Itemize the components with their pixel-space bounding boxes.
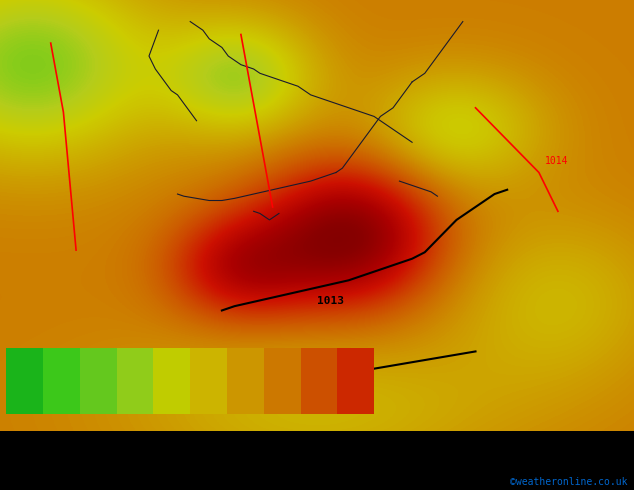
- Text: 10: 10: [184, 451, 196, 461]
- Bar: [227, 348, 264, 414]
- Bar: [117, 348, 153, 414]
- Text: 18: 18: [332, 451, 343, 461]
- Bar: [337, 348, 374, 414]
- Text: ©weatheronline.co.uk: ©weatheronline.co.uk: [510, 477, 628, 487]
- Bar: [153, 348, 190, 414]
- Text: 6: 6: [113, 451, 120, 461]
- Bar: [43, 348, 80, 414]
- Bar: [6, 348, 43, 414]
- Text: 4: 4: [77, 451, 83, 461]
- Bar: [264, 348, 301, 414]
- Text: 14: 14: [258, 451, 269, 461]
- Text: 0: 0: [3, 451, 10, 461]
- Text: 1013: 1013: [317, 382, 344, 392]
- Text: 2: 2: [40, 451, 46, 461]
- Bar: [80, 348, 117, 414]
- Text: Surface pressure  Spread  mean+σ  [hPa]  Meteo FR  Th  16-05-2024  00:00  UTC  (: Surface pressure Spread mean+σ [hPa] Met…: [6, 437, 507, 446]
- Text: 16: 16: [295, 451, 306, 461]
- Text: 8: 8: [150, 451, 157, 461]
- Text: 12: 12: [221, 451, 233, 461]
- Bar: [190, 348, 227, 414]
- Text: 20: 20: [368, 451, 380, 461]
- Text: 1014: 1014: [545, 156, 569, 166]
- Bar: [301, 348, 337, 414]
- Text: 1013: 1013: [317, 296, 344, 306]
